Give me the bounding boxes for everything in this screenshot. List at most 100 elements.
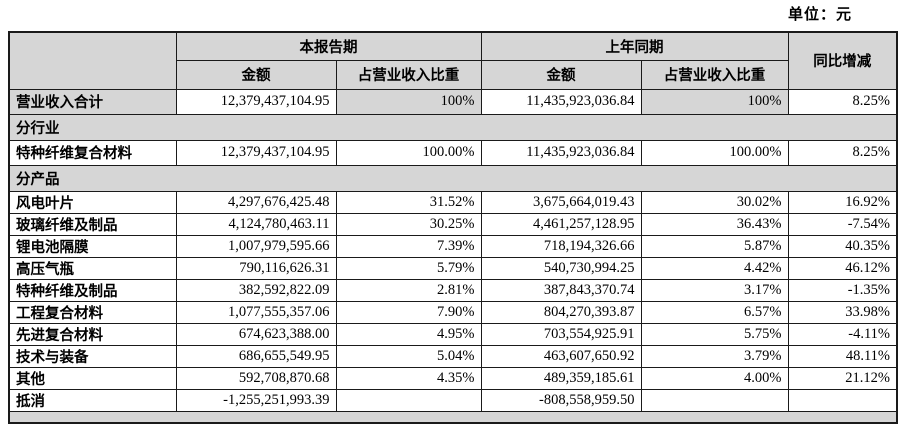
- table-row: 特种纤维及制品 382,592,822.09 2.81% 387,843,370…: [8, 278, 898, 302]
- cell-amount-prior: 804,270,393.87: [480, 300, 642, 324]
- cell-amount-current: 12,379,437,104.95: [175, 88, 337, 115]
- cell-amount-prior: 4,461,257,128.95: [480, 212, 642, 236]
- cell-amount-current: 1,007,979,595.66: [175, 234, 337, 258]
- cell-amount-current: 382,592,822.09: [175, 278, 337, 302]
- cell-yoy: -4.11%: [787, 322, 898, 346]
- unit-label: 单位：元: [787, 7, 852, 23]
- table-row: 工程复合材料 1,077,555,357.06 7.90% 804,270,39…: [8, 300, 898, 324]
- cell-amount-current: 686,655,549.95: [175, 344, 337, 368]
- table-row-elimination: 抵消 -1,255,251,993.39 -808,558,959.50: [8, 388, 898, 412]
- revenue-breakdown-table: 本报告期 上年同期 同比增减 金额 占营业收入比重 金额 占营业收入比重 营业收…: [8, 31, 898, 424]
- cell-pct-current: 2.81%: [335, 278, 482, 302]
- row-label: 工程复合材料: [8, 300, 177, 324]
- cell-amount-current: 592,708,870.68: [175, 366, 337, 390]
- cell-amount-prior: 718,194,326.66: [480, 234, 642, 258]
- cell-pct-current: 30.25%: [335, 212, 482, 236]
- truncated-section-row: [8, 410, 898, 423]
- table-row: 特种纤维复合材料 12,379,437,104.95 100.00% 11,43…: [8, 139, 898, 166]
- cell-amount-current: 4,124,780,463.11: [175, 212, 337, 236]
- table-row: 锂电池隔膜 1,007,979,595.66 7.39% 718,194,326…: [8, 234, 898, 258]
- cell-yoy: 48.11%: [787, 344, 898, 368]
- cell-pct-current: 5.04%: [335, 344, 482, 368]
- header-prior-period: 上年同期: [480, 31, 789, 61]
- header-pct-current: 占营业收入比重: [335, 59, 482, 90]
- row-label: 抵消: [8, 388, 177, 412]
- cell-yoy: 8.25%: [787, 88, 898, 115]
- cell-pct-prior: 6.57%: [640, 300, 789, 324]
- table-row: 风电叶片 4,297,676,425.48 31.52% 3,675,664,0…: [8, 190, 898, 214]
- table-row: 先进复合材料 674,623,388.00 4.95% 703,554,925.…: [8, 322, 898, 346]
- table-header-row-2: 金额 占营业收入比重 金额 占营业收入比重: [9, 59, 897, 90]
- section-label: 分产品: [8, 164, 898, 192]
- cell-amount-prior: 11,435,923,036.84: [480, 139, 642, 166]
- row-label: 其他: [8, 366, 177, 390]
- row-label: 玻璃纤维及制品: [8, 212, 177, 236]
- cell-amount-current: 12,379,437,104.95: [175, 139, 337, 166]
- header-pct-prior: 占营业收入比重: [640, 59, 789, 90]
- table-row: 其他 592,708,870.68 4.35% 489,359,185.61 4…: [8, 366, 898, 390]
- header-yoy: 同比增减: [787, 31, 898, 90]
- cell-pct-prior: 4.42%: [640, 256, 789, 280]
- cell-yoy: -7.54%: [787, 212, 898, 236]
- cell-pct-prior: 100%: [640, 88, 789, 115]
- cell-amount-current: 674,623,388.00: [175, 322, 337, 346]
- cell-pct-prior: 100.00%: [640, 139, 789, 166]
- header-amount-current: 金额: [175, 59, 337, 90]
- cell-amount-prior: 540,730,994.25: [480, 256, 642, 280]
- cell-pct-current: 5.79%: [335, 256, 482, 280]
- cell-pct-prior: 4.00%: [640, 366, 789, 390]
- cell-yoy: [787, 388, 898, 412]
- table-row-total-revenue: 营业收入合计 12,379,437,104.95 100% 11,435,923…: [8, 88, 898, 115]
- row-label: 锂电池隔膜: [8, 234, 177, 258]
- table-header-row-1: 本报告期 上年同期 同比增减: [8, 31, 898, 90]
- cell-amount-current: 4,297,676,425.48: [175, 190, 337, 214]
- cell-amount-prior: 463,607,650.92: [480, 344, 642, 368]
- section-row-by-product: 分产品: [8, 164, 898, 192]
- cell-amount-current: -1,255,251,993.39: [175, 388, 337, 412]
- row-label: 特种纤维复合材料: [8, 139, 177, 166]
- cell-yoy: 33.98%: [787, 300, 898, 324]
- cell-amount-current: 1,077,555,357.06: [175, 300, 337, 324]
- cell-pct-current: 7.39%: [335, 234, 482, 258]
- cell-pct-prior: 3.79%: [640, 344, 789, 368]
- cell-pct-prior: 5.87%: [640, 234, 789, 258]
- row-label: 技术与装备: [8, 344, 177, 368]
- cell-pct-current: 4.35%: [335, 366, 482, 390]
- cell-pct-current: 4.95%: [335, 322, 482, 346]
- cell-pct-prior: 36.43%: [640, 212, 789, 236]
- row-label: 特种纤维及制品: [8, 278, 177, 302]
- truncated-section-cell: [8, 410, 898, 423]
- table-row: 技术与装备 686,655,549.95 5.04% 463,607,650.9…: [8, 344, 898, 368]
- cell-pct-prior: [640, 388, 789, 412]
- row-label: 风电叶片: [8, 190, 177, 214]
- cell-amount-prior: 489,359,185.61: [480, 366, 642, 390]
- cell-pct-current: 100%: [335, 88, 482, 115]
- cell-pct-prior: 5.75%: [640, 322, 789, 346]
- cell-yoy: 16.92%: [787, 190, 898, 214]
- cell-pct-current: [335, 388, 482, 412]
- header-amount-prior: 金额: [480, 59, 642, 90]
- cell-amount-current: 790,116,626.31: [175, 256, 337, 280]
- cell-yoy: 40.35%: [787, 234, 898, 258]
- section-label: 分行业: [8, 113, 898, 141]
- cell-yoy: -1.35%: [787, 278, 898, 302]
- cell-pct-prior: 3.17%: [640, 278, 789, 302]
- cell-amount-prior: 3,675,664,019.43: [480, 190, 642, 214]
- cell-pct-current: 100.00%: [335, 139, 482, 166]
- corner-cell: [8, 31, 177, 90]
- table-row: 高压气瓶 790,116,626.31 5.79% 540,730,994.25…: [8, 256, 898, 280]
- cell-yoy: 46.12%: [787, 256, 898, 280]
- section-row-by-industry: 分行业: [8, 113, 898, 141]
- cell-yoy: 21.12%: [787, 366, 898, 390]
- cell-amount-prior: 11,435,923,036.84: [480, 88, 642, 115]
- table-row: 玻璃纤维及制品 4,124,780,463.11 30.25% 4,461,25…: [8, 212, 898, 236]
- cell-amount-prior: -808,558,959.50: [480, 388, 642, 412]
- cell-yoy: 8.25%: [787, 139, 898, 166]
- cell-amount-prior: 387,843,370.74: [480, 278, 642, 302]
- row-label: 高压气瓶: [8, 256, 177, 280]
- row-label: 营业收入合计: [8, 88, 177, 115]
- cell-pct-current: 31.52%: [335, 190, 482, 214]
- cell-amount-prior: 703,554,925.91: [480, 322, 642, 346]
- row-label: 先进复合材料: [8, 322, 177, 346]
